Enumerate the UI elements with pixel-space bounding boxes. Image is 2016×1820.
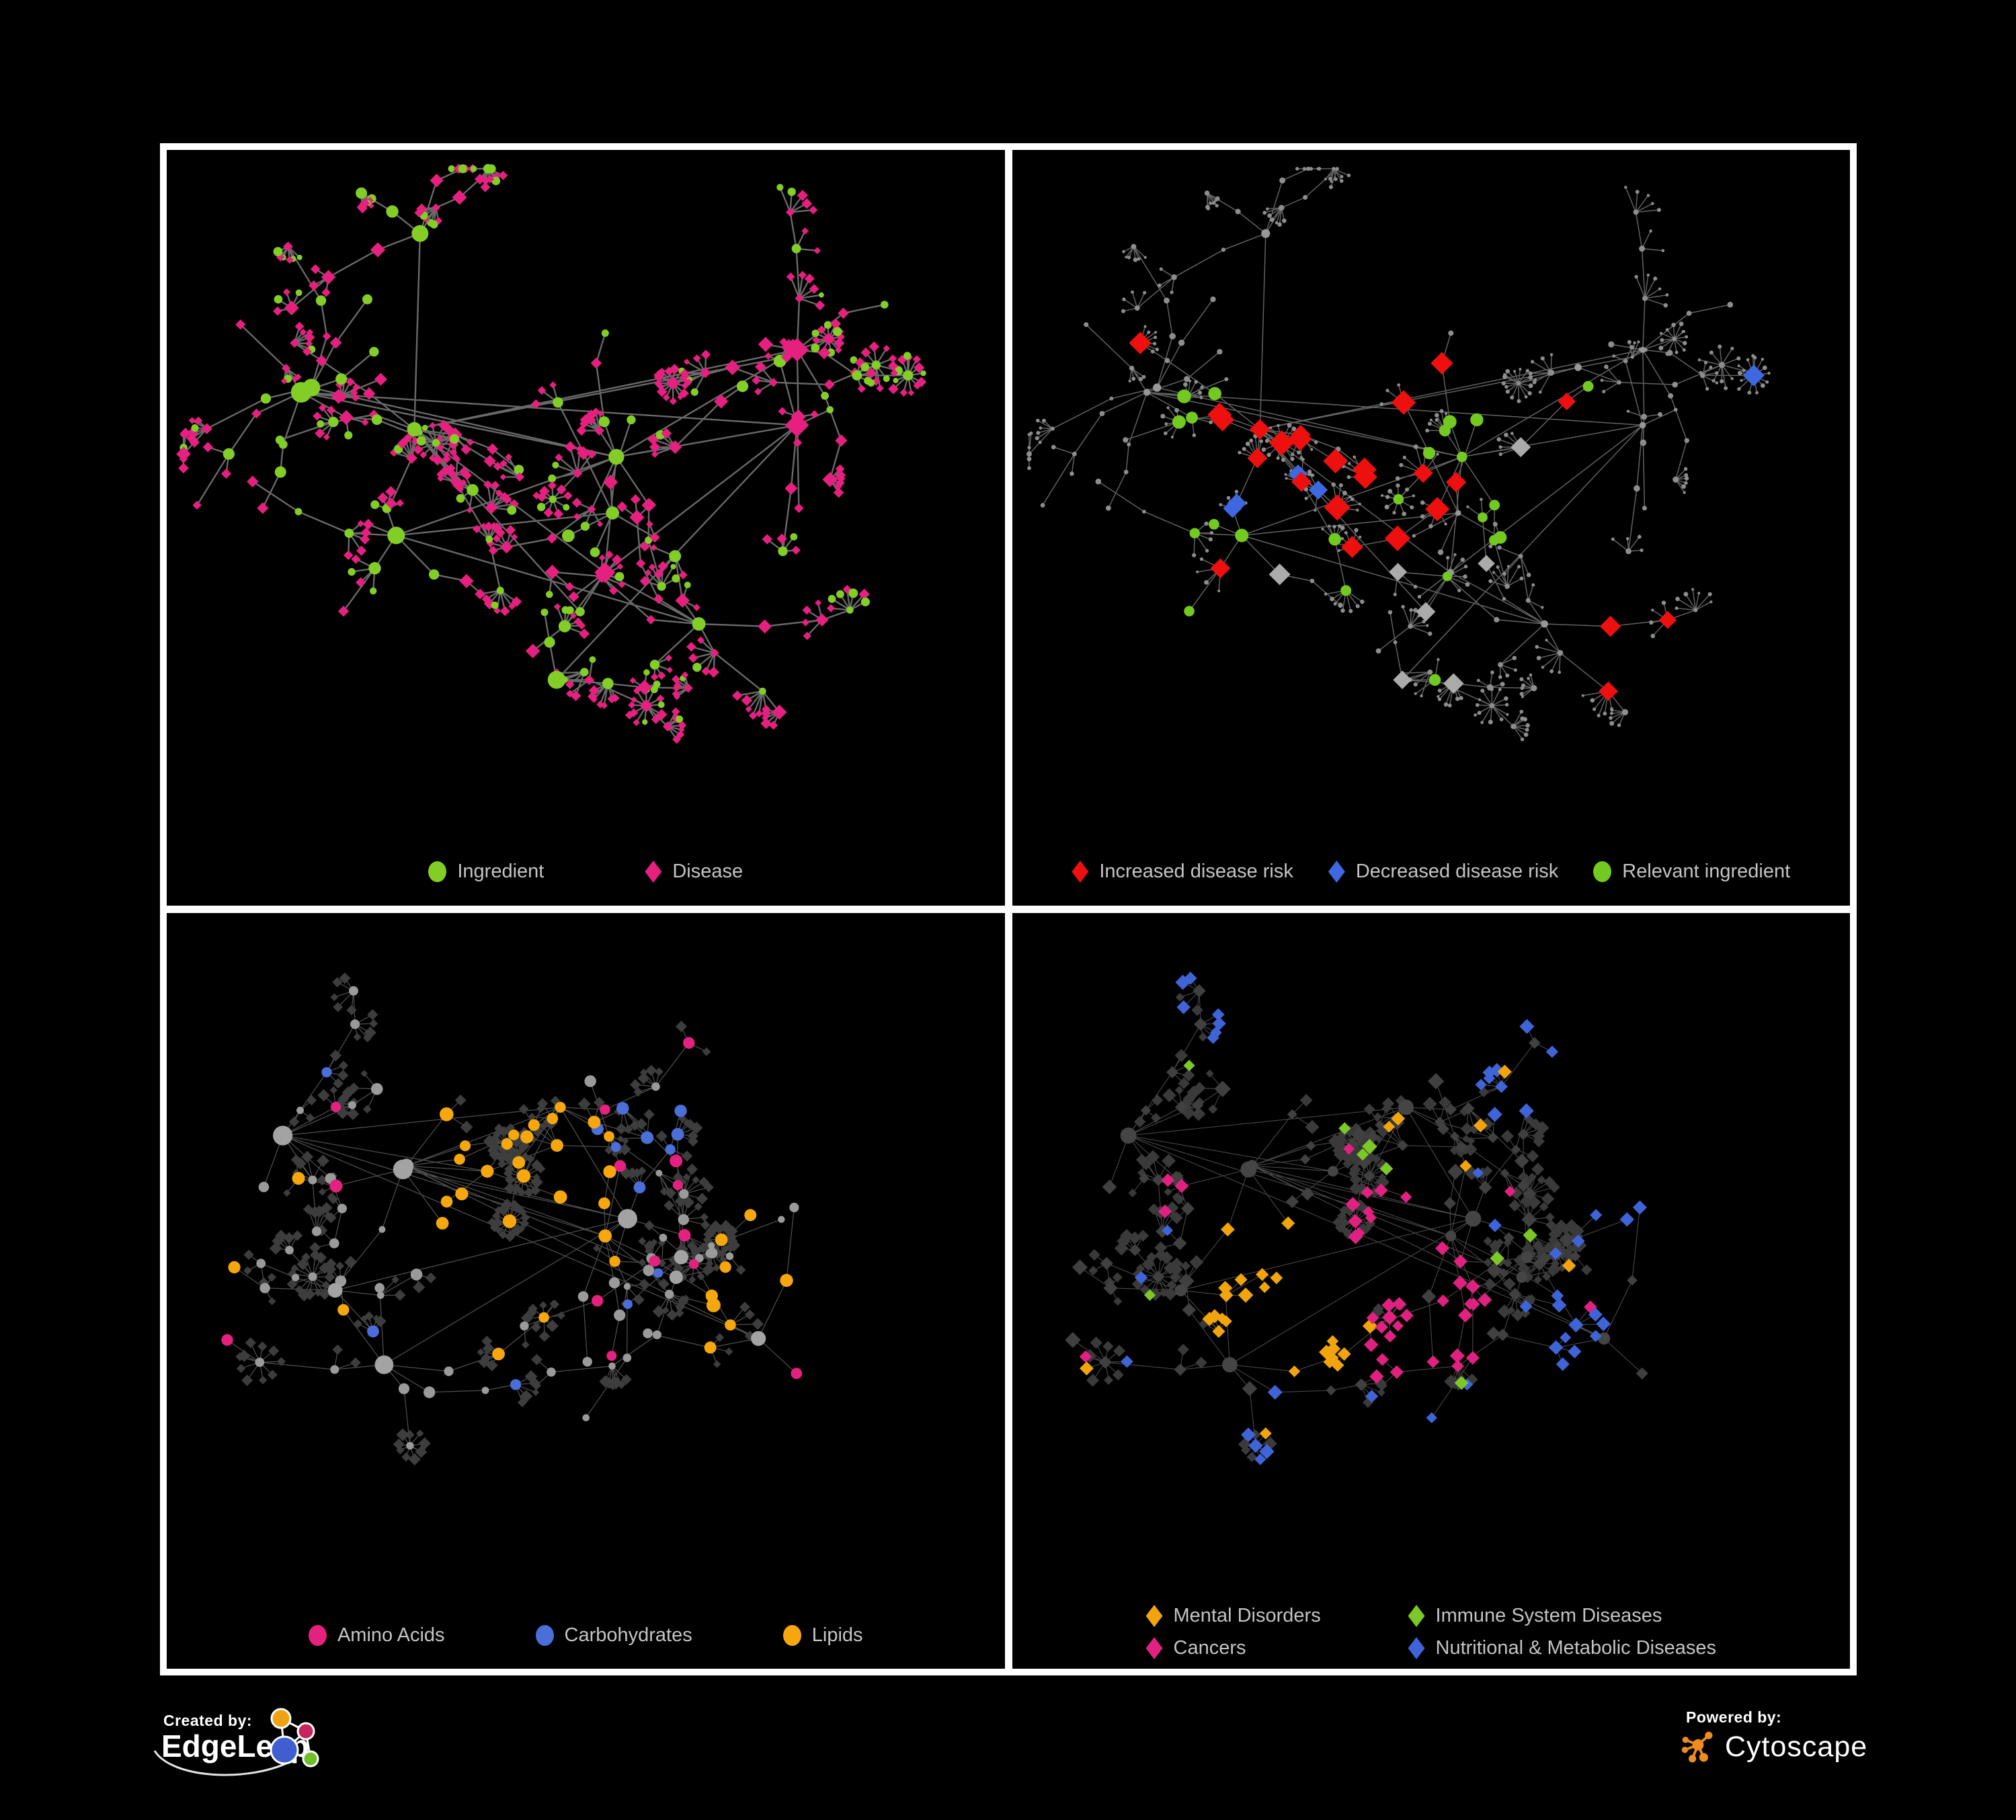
legend-item-lipids: Lipids [782,1624,863,1646]
legend-item-increased-disease-risk: Increased disease risk [1072,861,1293,883]
panel-ingredient-disease: Ingredient Disease [167,150,1005,906]
panel-nutrient-classes: Amino Acids Carbohydrates Lipids [167,913,1005,1669]
legend-label: Lipids [811,1624,863,1646]
legend-nutrient-classes: Amino Acids Carbohydrates Lipids [167,1625,1005,1646]
legend-label: Immune System Diseases [1435,1605,1662,1626]
legend-label: Relevant ingredient [1622,861,1791,882]
legend-diamond-marker-icon [645,861,662,883]
legend-label: Mental Disorders [1173,1605,1321,1626]
legend-circle-marker-icon [308,1625,327,1646]
ingredient-disease-network-graph [176,163,927,744]
legend-diamond-marker-icon [1145,1637,1163,1659]
legend-label: Ingredient [457,861,545,882]
powered-by-label: Powered by: [1686,1708,1782,1726]
network-grid: Ingredient Disease Increased disease risk… [160,143,1857,1675]
legend-label: Amino Acids [337,1624,445,1646]
legend-ingredient-disease: Ingredient Disease [167,861,1005,883]
legend-diamond-marker-icon [1072,861,1089,883]
nutrient-classes-network-graph [221,972,803,1466]
edgeleap-logo-icon [153,1708,319,1776]
legend-circle-marker-icon [535,1625,554,1646]
legend-item-carbohydrates: Carbohydrates [535,1624,692,1646]
legend-item-mental-disorders: Mental Disorders [1145,1605,1408,1627]
legend-item-ingredient: Ingredient [428,861,544,882]
disease-risk-network-graph [1026,166,1771,742]
created-by-label: Created by: [163,1712,253,1729]
panel-disease-classes: Mental Disorders Immune System Diseases Ca… [1012,913,1851,1669]
legend-label: Cancers [1173,1637,1246,1659]
legend-label: Nutritional & Metabolic Diseases [1435,1637,1716,1659]
legend-circle-marker-icon [428,861,447,882]
legend-item-decreased-disease-risk: Decreased disease risk [1328,861,1558,883]
legend-diamond-marker-icon [1328,861,1345,883]
legend-diamond-marker-icon [1408,1637,1425,1659]
legend-disease-classes: Mental Disorders Immune System Diseases Ca… [1012,1605,1851,1659]
legend-item-amino-acids: Amino Acids [308,1624,445,1646]
legend-diamond-marker-icon [1408,1605,1425,1627]
legend-item-relevant-ingredient: Relevant ingredient [1593,861,1790,882]
legend-item-immune-system-diseases: Immune System Diseases [1408,1605,1716,1627]
legend-item-cancers: Cancers [1145,1637,1408,1659]
legend-disease-risk: Increased disease risk Decreased disease … [1012,861,1851,883]
powered-by-row: Cytoscape [1679,1728,1867,1766]
legend-label: Decreased disease risk [1355,861,1559,882]
legend-item-nutritional-metabolic-diseases: Nutritional & Metabolic Diseases [1408,1637,1716,1659]
legend-label: Disease [672,861,743,882]
legend-circle-marker-icon [782,1625,801,1646]
legend-diamond-marker-icon [1145,1605,1163,1627]
cytoscape-brand: Cytoscape [1725,1730,1868,1763]
disease-classes-network-graph [1064,972,1648,1466]
panel-disease-risk: Increased disease risk Decreased disease … [1012,150,1851,906]
legend-circle-marker-icon [1593,861,1612,882]
cytoscape-logo-icon [1681,1731,1713,1763]
legend-label: Increased disease risk [1099,861,1293,882]
legend-label: Carbohydrates [564,1624,692,1646]
legend-item-disease: Disease [645,861,743,883]
